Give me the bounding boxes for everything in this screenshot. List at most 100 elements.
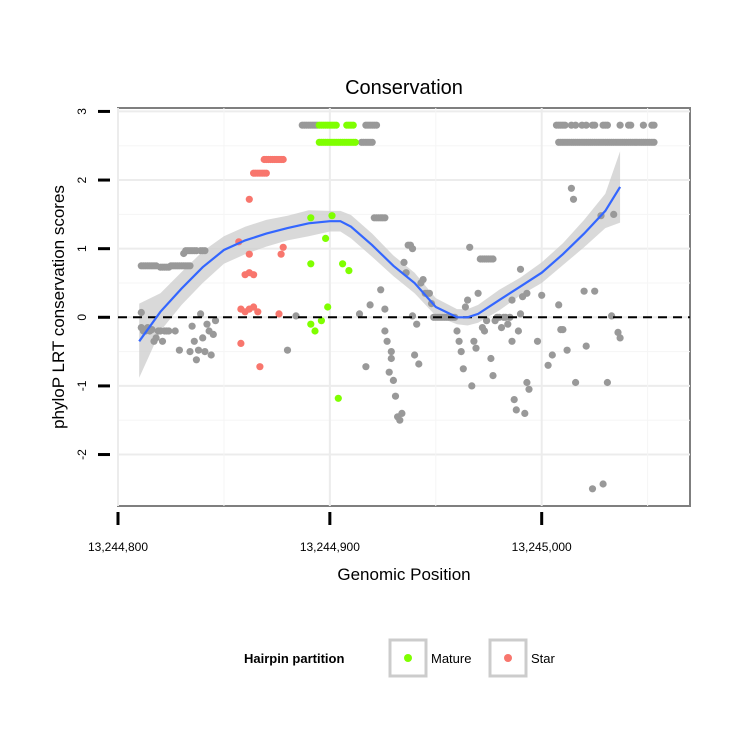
point-other-142 — [474, 289, 482, 297]
point-other-172 — [523, 378, 531, 387]
point-other-63 — [283, 346, 292, 354]
point-mature-33 — [307, 320, 315, 328]
point-other-167 — [514, 327, 523, 335]
y-axis-label: phyloP LRT conservation scores — [49, 185, 68, 429]
point-other-258 — [603, 378, 612, 387]
point-other-135 — [459, 365, 467, 373]
point-star-31 — [237, 339, 245, 347]
legend-label-star: Star — [531, 651, 556, 666]
point-other-154 — [489, 372, 497, 380]
point-other-133 — [455, 337, 463, 345]
x-tick-label-2: 13,245,000 — [512, 540, 572, 554]
point-mature-36 — [322, 234, 330, 242]
point-mature-40 — [339, 260, 347, 268]
point-other-97 — [383, 337, 391, 345]
point-other-139 — [468, 382, 476, 390]
point-other-106 — [400, 258, 408, 266]
point-other-105 — [398, 409, 406, 417]
point-mature-31 — [307, 214, 315, 222]
point-other-192 — [627, 121, 635, 129]
point-other-253 — [582, 342, 590, 350]
point-other-254 — [588, 485, 597, 493]
y-tick-label-0: -2 — [75, 449, 89, 460]
x-tick-label-0: 13,244,800 — [88, 540, 148, 554]
x-tick-label-1: 13,244,900 — [300, 540, 360, 554]
axes-layer: -2 -1 0 1 2 3 13,244,800 13,244,900 13,245,000 — [75, 108, 572, 554]
y-tick-label-3: 1 — [75, 245, 89, 252]
point-star-29 — [275, 310, 283, 318]
point-other-245 — [555, 301, 563, 309]
point-other-193 — [639, 121, 648, 129]
point-other-169 — [516, 265, 525, 273]
point-other-116 — [419, 276, 427, 284]
point-other-244 — [548, 351, 556, 359]
point-other-62 — [211, 317, 220, 325]
point-other-93 — [381, 214, 389, 222]
point-other-252 — [580, 287, 588, 295]
point-other-114 — [415, 360, 423, 368]
point-mature-30 — [351, 138, 359, 146]
point-other-195 — [650, 121, 658, 129]
point-star-28 — [254, 308, 262, 316]
point-other-243 — [544, 361, 552, 369]
point-other-250 — [569, 195, 578, 203]
point-other-165 — [510, 396, 518, 404]
point-other-164 — [508, 337, 516, 345]
panel-background — [117, 107, 691, 507]
point-other-87 — [366, 301, 374, 309]
point-other-55 — [197, 310, 205, 318]
point-mature-41 — [345, 267, 353, 275]
point-other-104 — [396, 416, 404, 424]
point-other-47 — [186, 348, 194, 356]
points-layer — [137, 121, 658, 493]
point-star-27 — [250, 303, 258, 311]
point-other-184 — [582, 121, 590, 129]
point-mature-12 — [349, 121, 357, 129]
point-star-23 — [279, 243, 287, 251]
point-other-119 — [425, 289, 433, 297]
point-other-86 — [362, 363, 370, 371]
point-other-37 — [186, 262, 194, 270]
point-other-19 — [158, 337, 167, 345]
point-other-94 — [377, 286, 385, 294]
point-mature-35 — [317, 317, 325, 325]
point-other-95 — [381, 305, 389, 313]
legend-label-mature: Mature — [431, 651, 471, 666]
point-other-166 — [512, 406, 520, 414]
point-other-102 — [391, 392, 400, 400]
legend-swatch-mature — [404, 654, 412, 662]
legend-swatch-star — [504, 654, 512, 662]
point-other-262 — [616, 334, 624, 342]
point-other-247 — [559, 326, 567, 334]
x-axis-label: Genomic Position — [337, 565, 470, 584]
point-star-21 — [250, 271, 258, 279]
point-other-241 — [650, 138, 658, 146]
y-tick-label-5: 3 — [75, 108, 89, 115]
point-other-140 — [470, 337, 478, 345]
point-other-38 — [171, 327, 179, 335]
point-other-242 — [538, 291, 546, 299]
point-other-251 — [572, 378, 580, 387]
point-other-182 — [572, 121, 580, 129]
point-other-158 — [497, 324, 506, 332]
point-other-78 — [372, 121, 381, 129]
point-other-112 — [411, 351, 419, 359]
point-other-248 — [563, 346, 571, 354]
point-other-22 — [165, 327, 173, 335]
legend-title: Hairpin partition — [244, 651, 344, 666]
chart-title: Conservation — [345, 77, 463, 99]
point-other-261 — [614, 328, 622, 336]
point-star-30 — [237, 305, 245, 313]
point-other-174 — [525, 385, 533, 393]
point-other-110 — [408, 245, 417, 253]
point-other-152 — [483, 317, 491, 325]
point-mature-8 — [332, 121, 340, 129]
point-other-58 — [203, 320, 211, 328]
point-other-50 — [192, 356, 200, 364]
point-mature-37 — [324, 303, 332, 311]
point-other-134 — [457, 348, 465, 356]
point-other-16 — [152, 334, 160, 342]
y-tick-label-1: -1 — [75, 380, 89, 391]
point-other-39 — [175, 346, 183, 354]
